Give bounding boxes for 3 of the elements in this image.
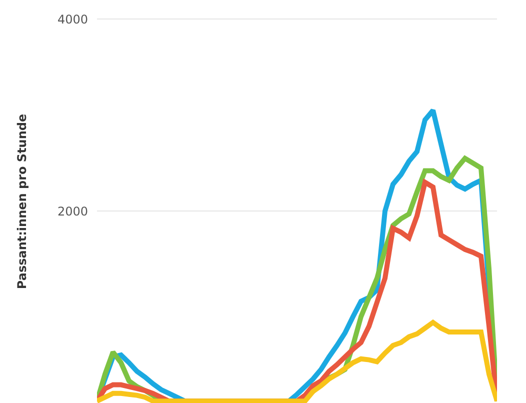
y-axis-title: Passant:innen pro Stunde	[14, 114, 29, 290]
y-tick-label: 4000	[57, 12, 88, 26]
y-tick-label: 2000	[57, 204, 88, 218]
